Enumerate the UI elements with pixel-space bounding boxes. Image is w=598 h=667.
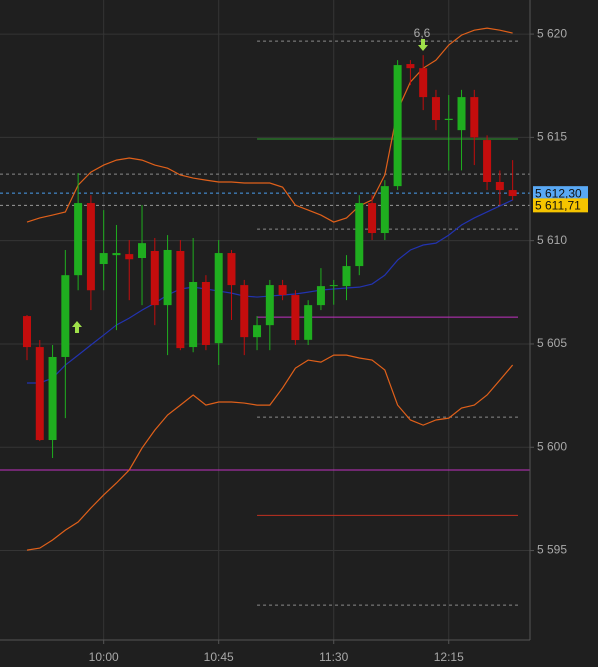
buy-signal-arrow: [72, 321, 82, 333]
y-tick-label: 5 615: [537, 130, 567, 144]
price-label: 5 612,30: [535, 186, 582, 200]
candle-body: [419, 68, 428, 98]
upper-band: [26, 27, 513, 223]
candle-body: [483, 140, 492, 183]
y-tick-label: 5 620: [537, 26, 567, 40]
price-label-box: [533, 198, 588, 213]
candle-body: [355, 203, 364, 267]
candle-body: [304, 305, 313, 340]
y-tick-label: 5 610: [537, 233, 567, 247]
y-tick-label: 5 600: [537, 439, 567, 453]
candle-body: [35, 347, 44, 441]
candle-body: [86, 203, 95, 291]
y-tick-label: 5 605: [537, 336, 567, 350]
candle-body: [99, 253, 108, 265]
candle-body: [495, 182, 504, 191]
candle-body: [444, 118, 453, 121]
axes: 5 595 5 600 5 605 5 610 5 615 5 620 9:15 10:00 1…: [0, 26, 588, 664]
candle-body: [393, 65, 402, 187]
candle-body: [457, 97, 466, 131]
x-tick-label: 10:00: [89, 650, 119, 664]
candle-body: [431, 97, 440, 121]
x-tick-label: 11:30: [319, 650, 348, 664]
candle-body: [240, 285, 249, 338]
candle-body: [214, 253, 223, 344]
candle-body: [470, 97, 479, 138]
grid: [0, 0, 530, 640]
annotation: 6,6: [414, 26, 431, 40]
candles: [23, 55, 517, 458]
candle-body: [163, 249, 172, 306]
sell-signal-arrow: [418, 39, 428, 51]
candle-body: [61, 275, 70, 357]
x-tick-label: 10:45: [204, 650, 234, 664]
candle-body: [138, 243, 147, 259]
candle-body: [150, 251, 159, 306]
candle-body: [368, 203, 377, 234]
candle-body: [189, 281, 198, 348]
candle-body: [291, 295, 300, 341]
candle-body: [329, 285, 338, 287]
candle-body: [176, 251, 185, 349]
y-tick-label: 5 595: [537, 543, 567, 557]
candle-body: [265, 285, 274, 326]
price-label: 5 611,71: [535, 199, 581, 213]
candle-body: [508, 190, 517, 197]
candle-body: [23, 316, 31, 348]
candle-body: [48, 356, 57, 441]
candle-body: [125, 254, 134, 260]
candle-body: [201, 281, 210, 345]
candle-body: [112, 253, 121, 256]
candle-body: [342, 266, 351, 287]
price-label-box: [533, 186, 588, 201]
candle-body: [74, 203, 83, 276]
lower-band: [26, 354, 514, 551]
x-tick-label: 12:15: [434, 650, 464, 664]
candle-body: [253, 325, 262, 338]
candle-body: [278, 285, 287, 296]
x-tick-label: 9:15: [0, 650, 1, 664]
candle-body: [406, 64, 415, 69]
candle-body: [316, 286, 325, 306]
candle-body: [380, 186, 389, 234]
candle-body: [227, 253, 236, 286]
